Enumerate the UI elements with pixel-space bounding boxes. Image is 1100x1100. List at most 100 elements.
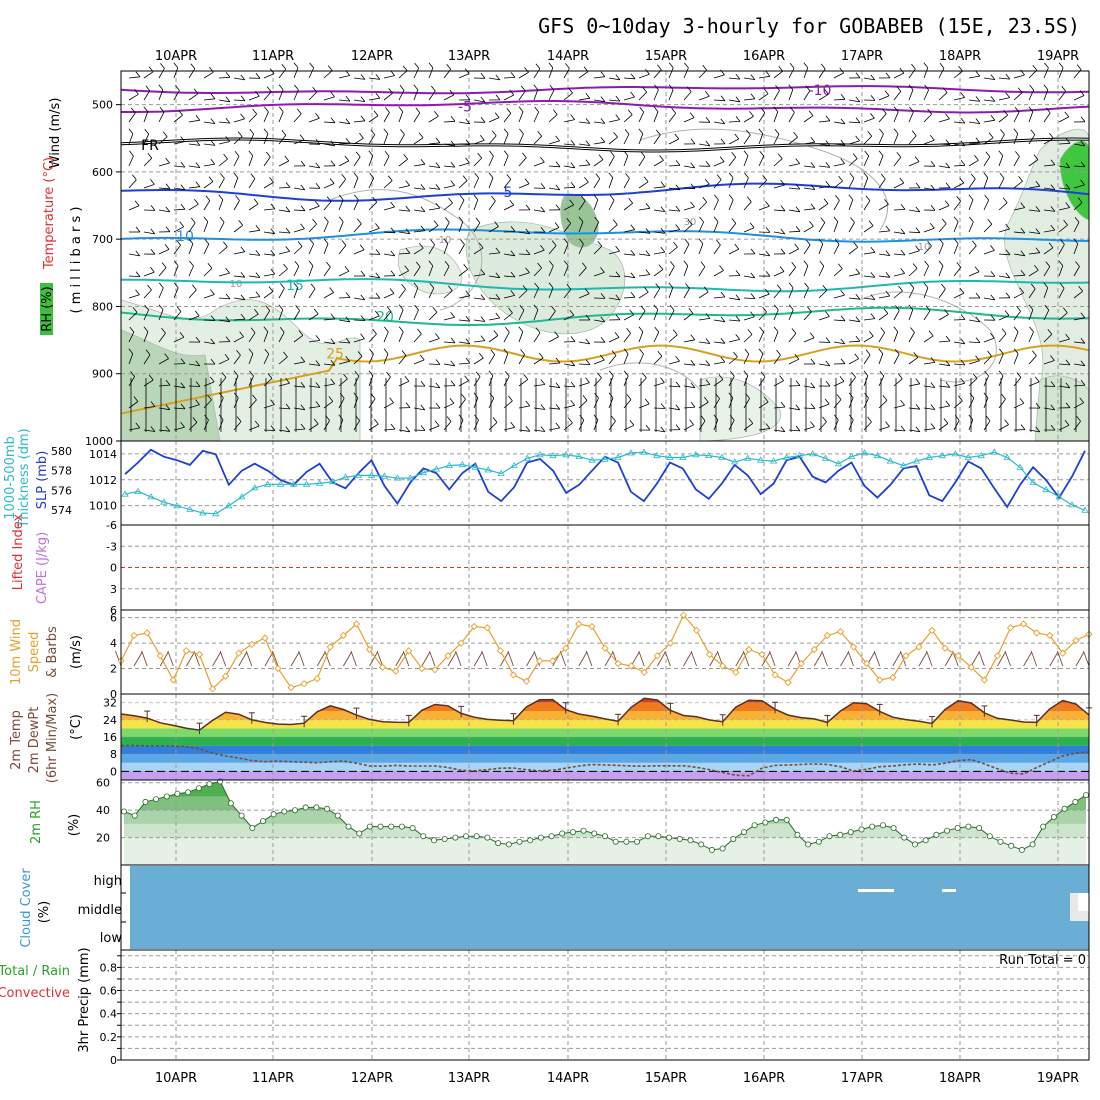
wind-barb-flag: [375, 74, 381, 80]
temp-line: [120, 697, 1090, 731]
wind-barb-flag: [630, 272, 636, 278]
wind-barb: [188, 93, 199, 101]
wind-barb-flag: [974, 266, 980, 272]
wind-barb: [908, 250, 920, 255]
precip-panel: 00.20.40.60.8 Total / Rain Convective 3h…: [0, 947, 1090, 1067]
wind-barb: [818, 222, 826, 233]
wind-barb: [1013, 112, 1020, 123]
wind-barb: [233, 118, 245, 123]
wind-barb-flag: [775, 85, 780, 91]
wind-barb: [818, 421, 827, 431]
rh-marker: [901, 834, 908, 841]
thickness-marker: [380, 472, 389, 479]
wind-barb-flag: [444, 261, 450, 267]
wind-barb-flag: [525, 249, 531, 255]
wind-barb-flag: [839, 376, 845, 382]
rh-marker: [762, 819, 769, 826]
wind-barb-flag: [1004, 419, 1009, 425]
wind-barb: [353, 156, 361, 167]
wind-barb: [443, 143, 455, 147]
rh-band: [124, 810, 1086, 824]
wind-barb-flag: [158, 304, 164, 311]
wind-barb: [863, 155, 870, 167]
wind-barb: [1028, 331, 1034, 343]
wind-speed-marker: [601, 644, 609, 652]
wind-barb: [653, 309, 659, 321]
wind-barb-flag: [1005, 249, 1011, 256]
wind-barb: [1043, 287, 1049, 299]
wind-barb: [518, 331, 524, 343]
wind-barb: [953, 341, 965, 345]
temp2m-label: 2m Temp: [9, 710, 24, 770]
wind-barb: [218, 99, 230, 103]
wind-barb: [578, 363, 591, 365]
wind-barb-flag: [355, 151, 361, 158]
wind-barb-flag: [1080, 116, 1086, 123]
wind-barb: [323, 183, 335, 189]
rh-marker: [473, 833, 480, 840]
wind-barb: [293, 266, 300, 277]
wind-barb-flag: [998, 370, 1004, 377]
wind-barb-flag: [870, 113, 875, 119]
wind-barb-flag: [464, 375, 469, 381]
wind-barb: [278, 251, 290, 255]
wind-barb: [923, 310, 931, 321]
rh-marker: [773, 816, 780, 823]
wind-barb-flag: [1050, 404, 1056, 411]
wind-barb-flag: [597, 372, 602, 379]
wind-barb-flag: [548, 282, 554, 289]
wind-barb: [938, 223, 947, 233]
wind-barb: [623, 155, 629, 167]
wind-barb-flag: [386, 306, 392, 312]
wind-barb-flag: [600, 293, 606, 299]
wind-barb-flag: [791, 261, 797, 268]
wind-barb-flag: [855, 316, 861, 322]
wind-barb: [158, 112, 165, 123]
wind-barb-flag: [929, 222, 935, 229]
wind-barb-flag: [443, 238, 449, 244]
wind-barb: [173, 90, 180, 101]
wind-barb-flag: [988, 132, 994, 139]
wind-barb: [383, 133, 389, 145]
wind-barb: [263, 156, 271, 167]
wind-barb-flag: [478, 242, 484, 249]
wind-barb-flag: [418, 132, 424, 139]
wind-barb: [713, 341, 725, 344]
wind-barb-flag: [1032, 64, 1038, 71]
wind-barb: [398, 185, 410, 189]
wind-barb-flag: [600, 136, 606, 143]
wind-barb-flag: [945, 360, 951, 366]
wind-barb: [698, 221, 704, 233]
wind-barb: [158, 249, 170, 255]
wind-barb-flag: [789, 62, 795, 69]
wind-barb-flag: [405, 402, 411, 408]
wind-barb-flag: [353, 172, 359, 178]
wind-barb: [1073, 317, 1085, 321]
rh-marker: [837, 831, 844, 838]
rh-marker: [751, 822, 758, 829]
wind-barb: [548, 310, 556, 321]
wind-barb-flag: [510, 72, 516, 78]
wind-barb-flag: [990, 294, 996, 301]
wind-barb-flag: [194, 310, 200, 317]
wind-barb-flag: [375, 272, 381, 279]
wind-barb-flag: [176, 239, 181, 246]
wind-barb: [578, 243, 584, 255]
wind-speed-marker: [1033, 629, 1041, 637]
wind-barb-flag: [585, 338, 591, 345]
wind-barb-flag: [540, 379, 546, 385]
chart-title: GFS 0~10day 3-hourly for GOBABEB (15E, 2…: [538, 14, 1080, 38]
wind-barb: [773, 331, 779, 343]
wind-barb: [578, 341, 590, 345]
wind-barb: [548, 90, 555, 101]
cloud-cover-area: [130, 866, 1089, 949]
rh-marker: [131, 812, 138, 819]
wind-speed-marker: [365, 645, 374, 654]
wind-barb: [458, 295, 470, 299]
cape-tick-label: -3: [106, 540, 117, 553]
wind-barb-flag: [836, 394, 842, 400]
wind10m-barb: [1056, 650, 1064, 667]
pressure-tick-label: 900: [92, 368, 113, 381]
wind-barb-flag: [506, 174, 512, 180]
